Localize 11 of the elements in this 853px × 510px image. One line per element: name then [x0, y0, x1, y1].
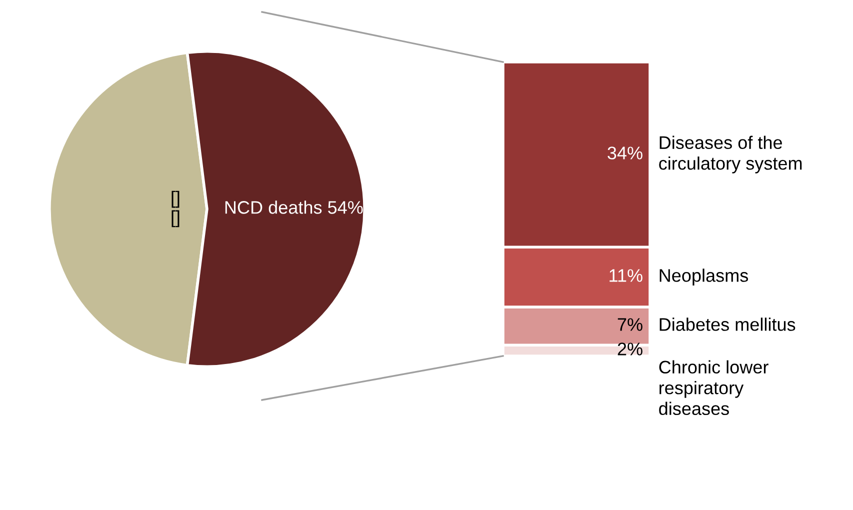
data-label: 2%: [618, 342, 642, 356]
data-label: 11%: [610, 269, 642, 282]
data-label: 34%: [608, 146, 642, 160]
series-label: Neoplasms: [660, 268, 748, 286]
series-label: Diabetes mellitus: [660, 318, 796, 331]
data-label: 7%: [618, 318, 642, 331]
series-label: Diseases of the circulatory system: [659, 136, 802, 174]
slice-label: []: [172, 190, 180, 208]
data-label: []: [172, 210, 180, 228]
series-label: Chronic lower respiratory diseases: [659, 360, 768, 416]
slice-label: NCD deaths 54%: [225, 200, 363, 214]
